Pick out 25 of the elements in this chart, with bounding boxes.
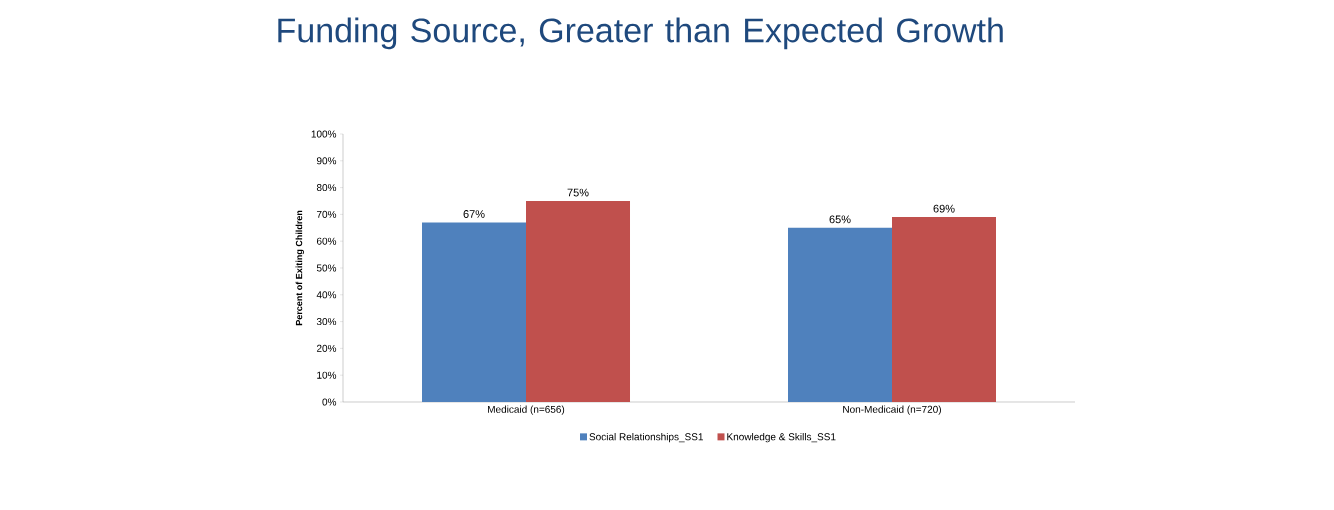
- bar: [526, 200, 630, 402]
- bar: [892, 217, 996, 402]
- y-axis-title: Percent of Exiting Children: [295, 210, 305, 326]
- x-tick-label: Medicaid (n=656): [488, 405, 565, 415]
- x-tick-label: Non-Medicaid (n=720): [843, 405, 941, 415]
- y-tick-label: 60%: [316, 237, 337, 245]
- y-tick-label: 80%: [316, 184, 337, 192]
- bar: [422, 222, 527, 402]
- y-tick-label: 70%: [316, 210, 337, 218]
- data-label: 75%: [567, 188, 589, 197]
- data-label: 65%: [829, 215, 851, 224]
- bar: [788, 227, 892, 402]
- data-label: 67%: [463, 210, 485, 218]
- legend-label: Social Relationships_SS1: [589, 432, 703, 443]
- y-tick-label: 50%: [316, 264, 337, 272]
- y-tick-label: 10%: [317, 371, 337, 379]
- y-tick-label: 20%: [316, 344, 337, 352]
- legend-label: Knowledge & Skills_SS1: [727, 432, 836, 443]
- y-tick-label: 100%: [311, 130, 337, 138]
- chart-title: Funding Source, Greater than Expected Growth: [278, 17, 1003, 50]
- data-label: 69%: [933, 204, 955, 213]
- y-tick-label: 40%: [316, 291, 337, 299]
- y-tick-label: 90%: [316, 157, 337, 165]
- y-tick-label: 0%: [322, 398, 337, 406]
- y-tick-label: 30%: [316, 318, 337, 326]
